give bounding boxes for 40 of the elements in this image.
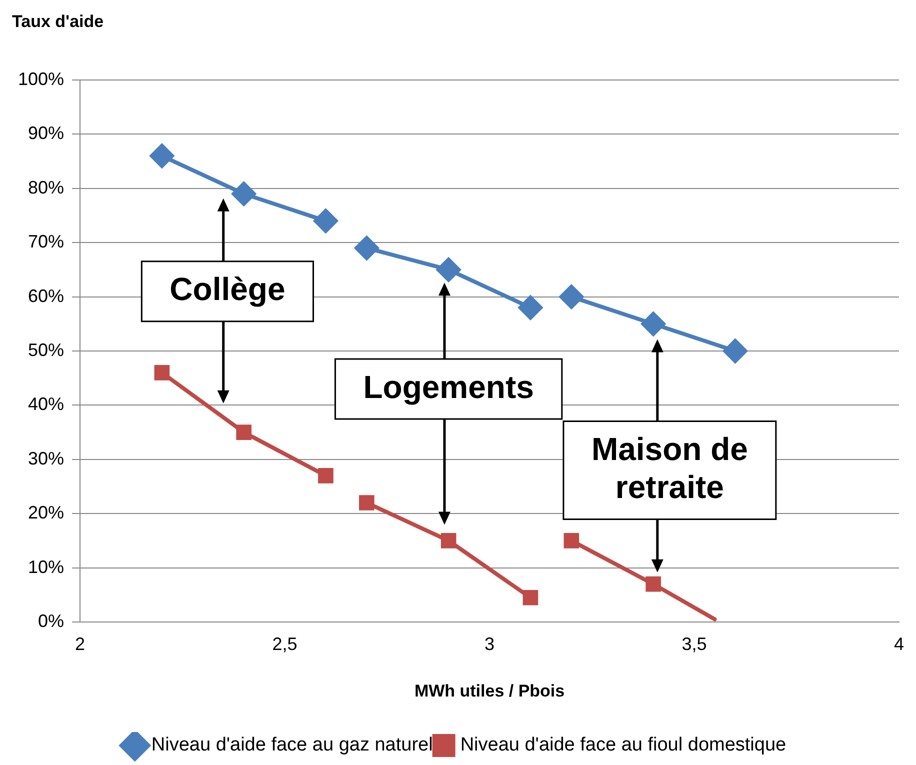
x-tick-label: 3 — [484, 634, 495, 654]
point — [154, 365, 170, 380]
point — [641, 312, 666, 336]
point — [518, 296, 542, 320]
x-tick-label: 3,5 — [682, 634, 707, 654]
point — [318, 468, 334, 484]
point — [564, 533, 580, 548]
x-tick-label: 2,5 — [272, 634, 298, 654]
y-tick-label: 50% — [28, 340, 64, 360]
y-tick-label: 70% — [28, 232, 64, 252]
y-tick-label: 10% — [28, 556, 64, 577]
x-tick-label: 4 — [894, 634, 904, 654]
y-tick-label: 40% — [28, 394, 64, 414]
point — [646, 576, 661, 592]
y-axis-title: Taux d'aide — [12, 12, 104, 32]
annotation: Collège — [170, 271, 286, 308]
y-tick-label: 60% — [28, 286, 64, 306]
y-tick-label: 80% — [28, 177, 64, 198]
point — [232, 182, 256, 206]
point — [359, 495, 374, 510]
point — [723, 339, 748, 363]
annotation: Logements — [363, 368, 534, 405]
point — [150, 144, 174, 168]
y-tick-label: 20% — [28, 502, 64, 523]
point — [354, 236, 379, 260]
point — [522, 590, 538, 606]
y-tick-label: 100% — [18, 68, 64, 89]
legend-label: Niveau d'aide face au gaz naturel — [151, 734, 433, 756]
point — [440, 533, 456, 548]
annotation: Maison de retraite — [591, 431, 748, 506]
point — [236, 424, 252, 440]
y-tick-label: 90% — [28, 123, 64, 144]
point — [559, 284, 584, 309]
point — [436, 258, 461, 282]
legend-label: Niveau d'aide face au fioul domestique — [460, 734, 786, 756]
x-axis-title: MWh utiles / Pbois — [414, 681, 565, 700]
x-tick-label: 2 — [75, 634, 86, 654]
y-tick-label: 30% — [28, 448, 64, 468]
y-tick-label: 0% — [38, 610, 64, 631]
point — [314, 208, 338, 233]
